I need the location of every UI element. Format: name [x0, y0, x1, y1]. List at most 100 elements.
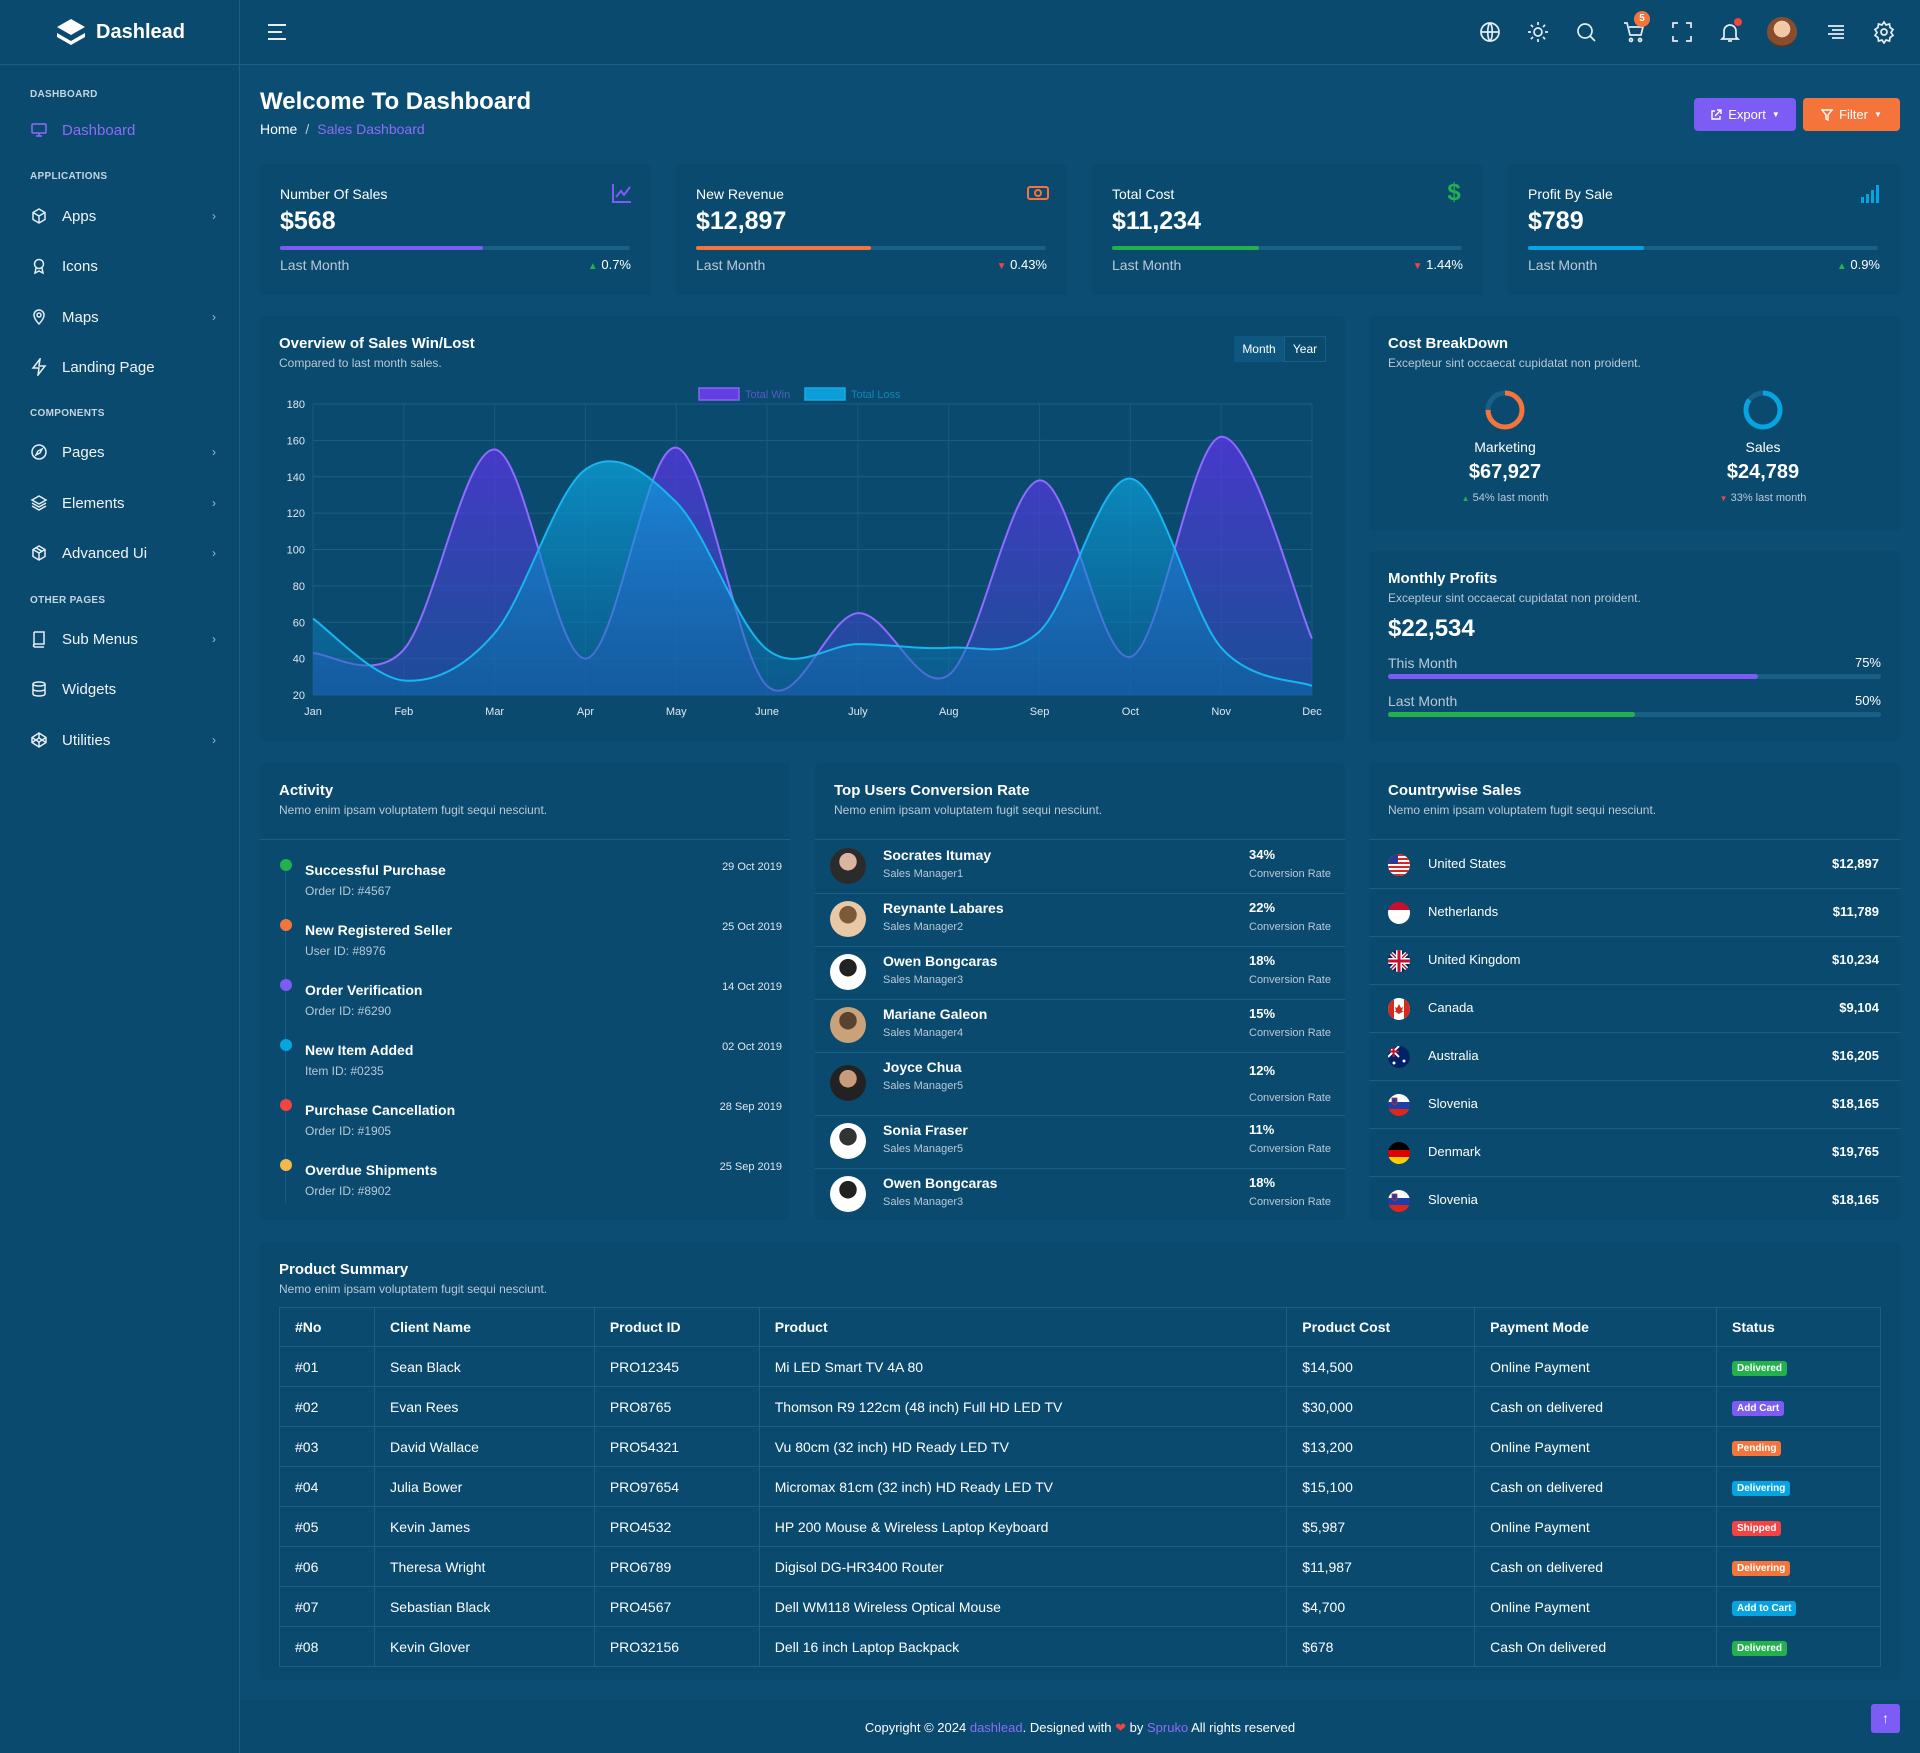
- gear-icon[interactable]: [1872, 20, 1896, 44]
- avatar: [830, 901, 866, 937]
- status-badge: Delivering: [1732, 1480, 1791, 1496]
- breadcrumb-current: Sales Dashboard: [317, 121, 425, 137]
- table-cell: PRO97654: [593, 1466, 760, 1507]
- status-badge: Add Cart: [1732, 1400, 1785, 1416]
- table-row[interactable]: #06 Theresa Wright PRO6789 Digisol DG-HR340…: [279, 1546, 1881, 1587]
- country-row[interactable]: Australia $16,205: [1369, 1033, 1899, 1080]
- avatar[interactable]: [1767, 17, 1797, 47]
- user-role: Sales Manager5: [883, 1143, 964, 1155]
- avatar: [830, 848, 866, 884]
- country-row[interactable]: United States $12,897: [1369, 841, 1899, 888]
- cube-icon: [32, 208, 46, 224]
- column-header[interactable]: Product ID: [593, 1307, 760, 1347]
- country-row[interactable]: Slovenia $18,165: [1369, 1177, 1899, 1224]
- chevron-right-icon: ›: [212, 546, 216, 560]
- sidebar-item-landing-page[interactable]: Landing Page: [30, 352, 216, 382]
- activity-id: Item ID: #0235: [305, 1064, 384, 1078]
- product-summary-card: Product Summary Nemo enim ipsam voluptat…: [260, 1242, 1900, 1680]
- country-row[interactable]: Denmark $19,765: [1369, 1129, 1899, 1176]
- sidebar-item-label: Icons: [62, 257, 98, 275]
- status-badge: Add to Cart: [1732, 1600, 1797, 1616]
- au-flag-icon: [1388, 1046, 1410, 1068]
- table-row[interactable]: #03 David Wallace PRO54321 Vu 80cm (32 inch…: [279, 1426, 1881, 1467]
- column-header[interactable]: Client Name: [373, 1307, 595, 1347]
- country-row[interactable]: Canada $9,104: [1369, 985, 1899, 1032]
- sidebar-item-elements[interactable]: Elements ›: [30, 488, 216, 518]
- country-row[interactable]: United Kingdom $10,234: [1369, 937, 1899, 984]
- sidebar-item-maps[interactable]: Maps ›: [30, 302, 216, 332]
- fullscreen-icon[interactable]: [1670, 20, 1694, 44]
- user-row[interactable]: Socrates Itumay Sales Manager1 34% Conversi…: [815, 841, 1345, 893]
- column-header[interactable]: #No: [279, 1307, 375, 1347]
- x-tick-label: Apr: [577, 706, 594, 718]
- monthly-profits-card: Monthly Profits Excepteur sint occaecat …: [1369, 551, 1900, 741]
- app-name: Dashlead: [96, 21, 185, 43]
- sidebar-item-pages[interactable]: Pages ›: [30, 437, 216, 467]
- sidebar-item-icons[interactable]: Icons: [30, 251, 216, 281]
- country-row[interactable]: Slovenia $18,165: [1369, 1081, 1899, 1128]
- sidebar-item-advanced-ui[interactable]: Advanced Ui ›: [30, 538, 216, 568]
- de-flag-icon: [1388, 1142, 1410, 1164]
- monthly-profits-title: Monthly Profits: [1388, 570, 1498, 587]
- top-users-card: Top Users Conversion Rate Nemo enim ipsa…: [815, 763, 1345, 1220]
- top-header: Dashlead 5: [0, 0, 1920, 65]
- country-name: Netherlands: [1428, 904, 1499, 919]
- user-role: Sales Manager2: [883, 921, 964, 933]
- theme-icon[interactable]: [1526, 20, 1550, 44]
- heart-icon: ❤: [1115, 1720, 1127, 1735]
- cart-icon[interactable]: [1622, 20, 1646, 44]
- countrywise-title: Countrywise Sales: [1388, 782, 1522, 799]
- toggle-month[interactable]: Month: [1234, 336, 1284, 362]
- table-row[interactable]: #07 Sebastian Black PRO4567 Dell WM118 Wire…: [279, 1586, 1881, 1627]
- stat-progress: [280, 246, 630, 250]
- column-header[interactable]: Status: [1716, 1307, 1881, 1347]
- column-header[interactable]: Product: [758, 1307, 1288, 1347]
- designer-link[interactable]: Spruko: [1147, 1720, 1189, 1735]
- table-row[interactable]: #04 Julia Bower PRO97654 Micromax 81cm (32 …: [279, 1466, 1881, 1507]
- menu-icon[interactable]: [266, 22, 288, 42]
- sidebar-item-widgets[interactable]: Widgets: [30, 674, 216, 704]
- country-row[interactable]: Netherlands $11,789: [1369, 889, 1899, 936]
- table-row[interactable]: #01 Sean Black PRO12345 Mi LED Smart TV 4A …: [279, 1346, 1881, 1387]
- logo[interactable]: Dashlead: [0, 0, 240, 65]
- table-row[interactable]: #08 Kevin Glover PRO32156 Dell 16 inch Lapt…: [279, 1626, 1881, 1667]
- bell-icon[interactable]: [1718, 20, 1742, 44]
- status-dot: [280, 979, 292, 991]
- sidebar-item-label: Landing Page: [62, 358, 155, 376]
- search-icon[interactable]: [1574, 20, 1598, 44]
- globe-icon[interactable]: [1478, 20, 1502, 44]
- user-row[interactable]: Joyce Chua Sales Manager5 12% Conversion Ra…: [815, 1053, 1345, 1115]
- sidebar-item-apps[interactable]: Apps ›: [30, 201, 216, 231]
- stat-progress: [696, 246, 1046, 250]
- sidebar-item-dashboard[interactable]: Dashboard: [30, 115, 216, 145]
- breadcrumb-home[interactable]: Home: [260, 121, 298, 137]
- user-row[interactable]: Reynante Labares Sales Manager2 22% Convers…: [815, 894, 1345, 946]
- user-row[interactable]: Sonia Fraser Sales Manager5 11% Conversion …: [815, 1116, 1345, 1168]
- toggle-year[interactable]: Year: [1284, 336, 1326, 362]
- export-button[interactable]: Export ▼: [1694, 98, 1796, 131]
- brand-link[interactable]: dashlead: [969, 1720, 1023, 1735]
- back-to-top-button[interactable]: ↑: [1871, 1704, 1900, 1733]
- table-cell: #01: [279, 1346, 375, 1387]
- column-header[interactable]: Payment Mode: [1474, 1307, 1718, 1347]
- column-header[interactable]: Product Cost: [1286, 1307, 1476, 1347]
- sidebar-item-label: Dashboard: [62, 121, 136, 139]
- overview-title: Overview of Sales Win/Lost: [279, 335, 475, 352]
- sidebar-item-label: Utilities: [62, 731, 111, 749]
- filter-button[interactable]: Filter ▼: [1803, 98, 1900, 131]
- table-cell: Delivering: [1716, 1466, 1881, 1507]
- user-row[interactable]: Owen Bongcaras Sales Manager3 18% Conversio…: [815, 947, 1345, 999]
- user-row[interactable]: Owen Bongcaras Sales Manager3 18% Conversio…: [815, 1169, 1345, 1221]
- marketing-ring: [1485, 390, 1525, 430]
- sidebar-item-sub-menus[interactable]: Sub Menus ›: [30, 624, 216, 654]
- status-dot: [280, 1099, 292, 1111]
- marketing-value: $67,927: [1468, 461, 1542, 483]
- activity-title: Order Verification: [305, 982, 423, 998]
- user-row[interactable]: Mariane Galeon Sales Manager4 15% Conversio…: [815, 1000, 1345, 1052]
- conversion-label: Conversion Rate: [1249, 1092, 1331, 1104]
- sidebar-toggle-icon[interactable]: [1824, 20, 1848, 44]
- activity-date: 28 Sep 2019: [719, 1101, 782, 1113]
- table-row[interactable]: #05 Kevin James PRO4532 HP 200 Mouse & Wire…: [279, 1506, 1881, 1547]
- table-row[interactable]: #02 Evan Rees PRO8765 Thomson R9 122cm (48 …: [279, 1386, 1881, 1427]
- sidebar-item-utilities[interactable]: Utilities ›: [30, 725, 216, 755]
